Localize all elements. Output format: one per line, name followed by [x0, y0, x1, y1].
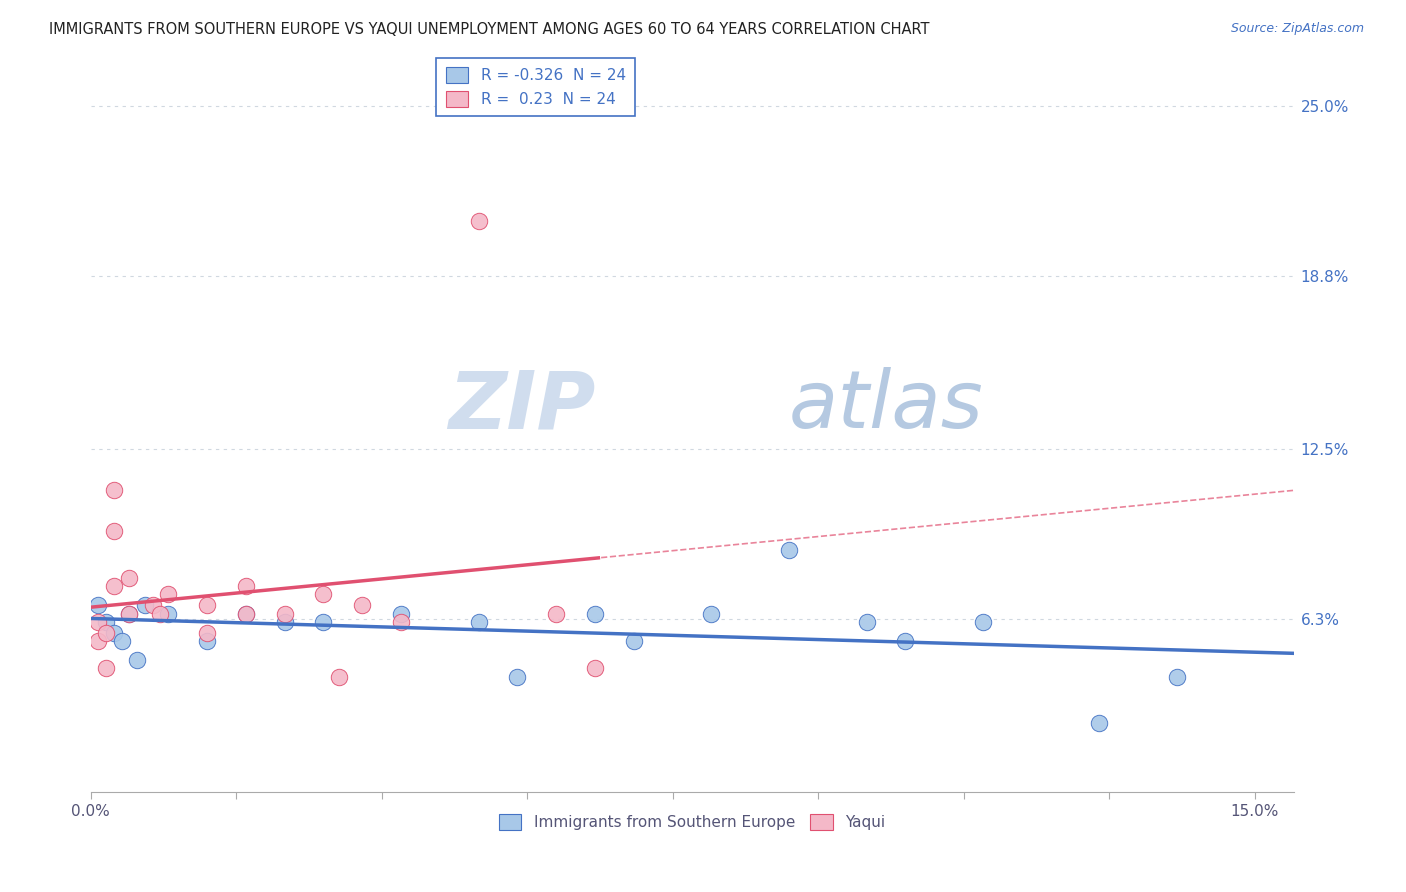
Point — [546, 607, 568, 621]
Point — [157, 587, 180, 601]
Point — [103, 579, 125, 593]
Point — [1088, 716, 1111, 731]
Text: atlas: atlas — [789, 368, 983, 445]
Legend: Immigrants from Southern Europe, Yaqui: Immigrants from Southern Europe, Yaqui — [492, 808, 891, 836]
Point — [700, 607, 723, 621]
Point — [149, 607, 172, 621]
Point — [467, 615, 489, 629]
Point — [273, 607, 295, 621]
Point — [467, 214, 489, 228]
Point — [389, 615, 412, 629]
Point — [127, 653, 149, 667]
Point — [972, 615, 994, 629]
Point — [583, 661, 606, 675]
Point — [623, 634, 645, 648]
Point — [855, 615, 877, 629]
Point — [195, 599, 218, 613]
Point — [87, 615, 110, 629]
Point — [134, 599, 156, 613]
Point — [235, 579, 257, 593]
Point — [94, 661, 117, 675]
Point — [389, 607, 412, 621]
Text: IMMIGRANTS FROM SOUTHERN EUROPE VS YAQUI UNEMPLOYMENT AMONG AGES 60 TO 64 YEARS : IMMIGRANTS FROM SOUTHERN EUROPE VS YAQUI… — [49, 22, 929, 37]
Point — [506, 670, 529, 684]
Point — [583, 607, 606, 621]
Point — [111, 634, 134, 648]
Point — [87, 634, 110, 648]
Point — [118, 607, 141, 621]
Point — [195, 625, 218, 640]
Point — [118, 607, 141, 621]
Point — [352, 599, 374, 613]
Point — [103, 483, 125, 497]
Point — [94, 615, 117, 629]
Point — [894, 634, 917, 648]
Point — [142, 599, 165, 613]
Point — [312, 587, 335, 601]
Point — [94, 625, 117, 640]
Text: Source: ZipAtlas.com: Source: ZipAtlas.com — [1230, 22, 1364, 36]
Point — [1166, 670, 1188, 684]
Point — [118, 571, 141, 585]
Point — [312, 615, 335, 629]
Point — [103, 625, 125, 640]
Point — [103, 524, 125, 538]
Point — [328, 670, 350, 684]
Text: ZIP: ZIP — [449, 368, 596, 445]
Point — [87, 599, 110, 613]
Point — [235, 607, 257, 621]
Point — [273, 615, 295, 629]
Point — [157, 607, 180, 621]
Point — [235, 607, 257, 621]
Point — [778, 543, 800, 558]
Point — [195, 634, 218, 648]
